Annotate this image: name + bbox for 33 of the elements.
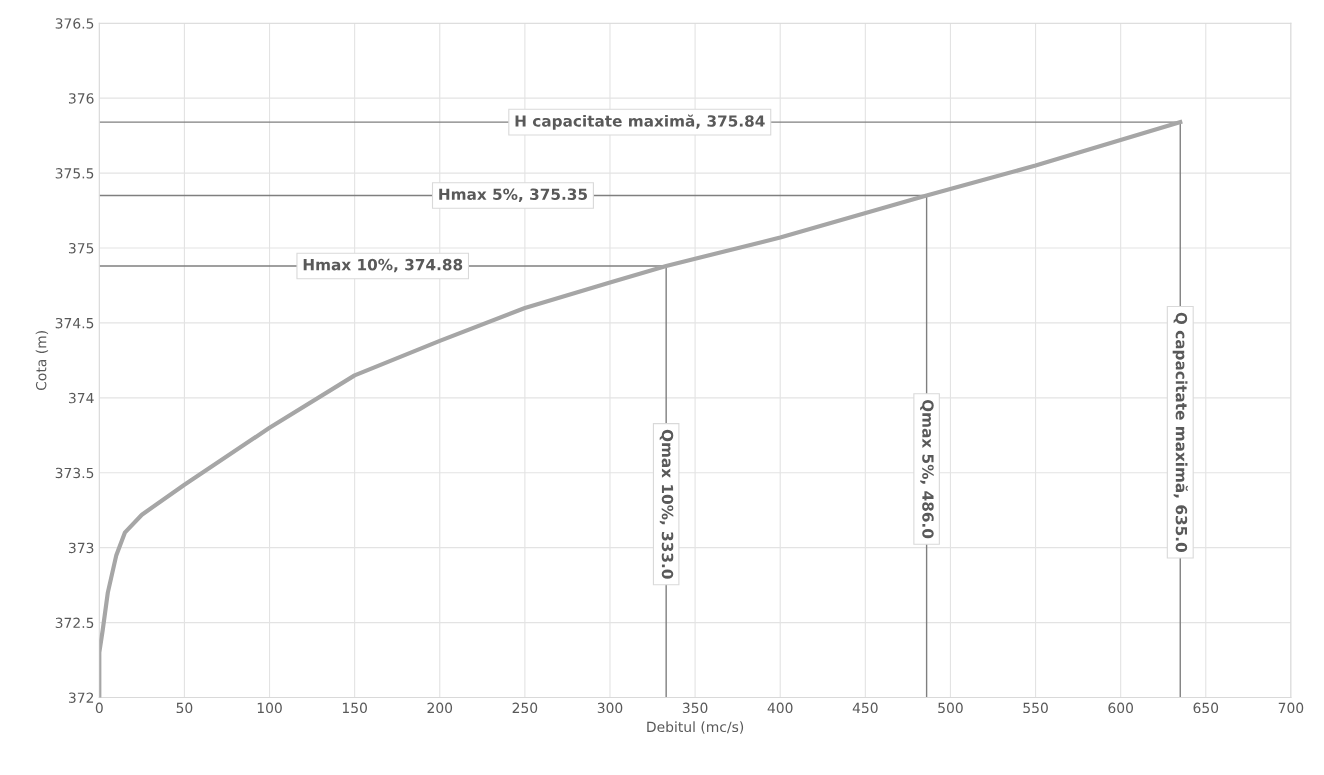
x-tick-label: 300 xyxy=(597,702,623,714)
y-tick-label: 374.5 xyxy=(55,317,94,329)
ref-line-label: Qmax 5%, 486.0 xyxy=(920,399,934,539)
y-axis-title: Cota (m) xyxy=(35,331,49,391)
x-tick-label: 400 xyxy=(767,702,793,714)
x-tick-label: 650 xyxy=(1193,702,1219,714)
y-tick-label: 374 xyxy=(68,392,94,404)
x-tick-label: 700 xyxy=(1278,702,1304,714)
x-tick-label: 450 xyxy=(852,702,878,714)
x-tick-label: 150 xyxy=(342,702,367,714)
y-tick-label: 373.5 xyxy=(55,467,94,479)
ref-line-label: H capacitate maximă, 375.84 xyxy=(515,114,765,130)
y-tick-label: 375.5 xyxy=(55,168,94,179)
x-axis-title: Debitul (mc/s) xyxy=(647,721,744,734)
ref-line-label: Hmax 5%, 375.35 xyxy=(439,188,587,202)
y-tick-label: 373 xyxy=(68,542,94,554)
x-tick-label: 350 xyxy=(682,702,708,714)
x-tick-label: 50 xyxy=(176,702,193,714)
x-tick-label: 100 xyxy=(257,702,282,714)
x-tick-label: 500 xyxy=(938,702,963,714)
y-tick-label: 376.5 xyxy=(55,18,94,29)
x-tick-label: 550 xyxy=(1023,702,1048,714)
ref-line-label: Qmax 10%, 333.0 xyxy=(659,429,674,579)
x-tick-label: 0 xyxy=(95,702,103,714)
x-tick-label: 600 xyxy=(1108,702,1133,714)
ref-line-label: Q capacitate maximă, 635.0 xyxy=(1172,312,1188,552)
x-tick-label: 200 xyxy=(427,702,453,714)
y-tick-label: 376 xyxy=(68,93,94,104)
ref-line-label: Hmax 10%, 374.88 xyxy=(303,258,463,273)
x-tick-label: 250 xyxy=(512,702,538,714)
y-tick-label: 372.5 xyxy=(55,617,94,629)
y-tick-label: 372 xyxy=(68,692,94,703)
y-tick-label: 375 xyxy=(68,242,94,254)
